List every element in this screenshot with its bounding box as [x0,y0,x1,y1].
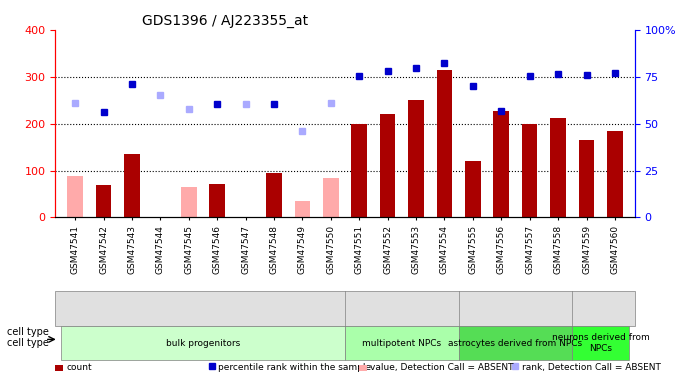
Bar [437,70,452,217]
Text: rank, Detection Call = ABSENT: rank, Detection Call = ABSENT [522,363,660,372]
Text: cell type: cell type [7,327,49,337]
Bar [266,173,282,217]
Bar [465,161,481,218]
Bar [607,131,623,218]
Bar [323,178,339,218]
Text: multipotent NPCs: multipotent NPCs [362,339,442,348]
Bar [295,201,310,217]
Bar [124,154,140,218]
Text: value, Detection Call = ABSENT: value, Detection Call = ABSENT [370,363,513,372]
Text: percentile rank within the sample: percentile rank within the sample [218,363,371,372]
Text: neurons derived from
NPCs: neurons derived from NPCs [552,333,649,353]
Bar [579,140,594,218]
Text: astrocytes derived from NPCs: astrocytes derived from NPCs [448,339,582,348]
Bar [522,124,538,218]
Bar [551,118,566,218]
Bar [96,184,111,218]
Bar [68,176,83,218]
Text: count: count [66,363,92,372]
Bar [181,187,197,218]
Text: cell type: cell type [7,338,49,348]
Bar [209,184,225,218]
Bar [408,100,424,218]
Text: GDS1396 / AJ223355_at: GDS1396 / AJ223355_at [142,13,308,28]
Bar [351,124,367,218]
Text: bulk progenitors: bulk progenitors [166,339,240,348]
Bar [493,111,509,218]
Bar [380,114,395,218]
